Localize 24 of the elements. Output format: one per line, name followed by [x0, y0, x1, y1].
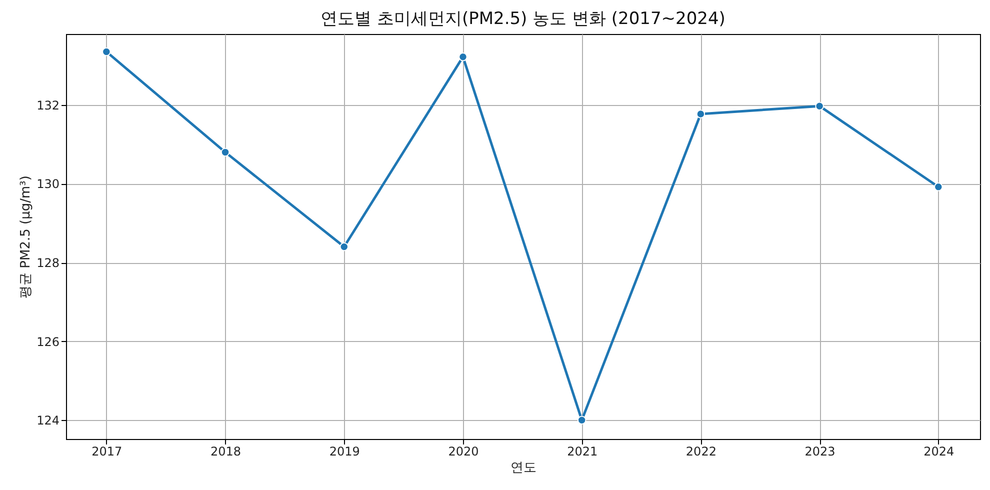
point: [340, 242, 348, 252]
x-tick-label: 2023: [804, 444, 836, 458]
point: [815, 102, 824, 110]
point: [696, 110, 706, 118]
x-axis-title: 연도: [510, 460, 536, 476]
point: [220, 148, 230, 157]
y-tick-label: 132: [36, 98, 60, 112]
y-tick-label: 128: [36, 256, 60, 270]
point: [577, 416, 586, 424]
x-tick-label: 2017: [92, 444, 122, 458]
y-tick-label: 130: [36, 177, 60, 192]
y-tick-label: 124: [36, 414, 60, 428]
point: [458, 52, 468, 62]
point: [102, 47, 111, 56]
x-tick-label: 2024: [924, 444, 954, 458]
x-tick-label: 2020: [448, 444, 479, 458]
x-tick-label: 2018: [210, 444, 242, 458]
y-tick-label: 126: [36, 334, 60, 349]
chart-title: 연도별 초미세먼지(PM2.5) 농도 변화 (2017~2024): [320, 9, 726, 29]
x-tick-label: 2022: [686, 444, 716, 458]
x-tick-label: 2021: [567, 444, 598, 458]
x-tick-label: 2019: [329, 444, 360, 458]
y-axis-title: 평균 PM2.5 (µg/m³): [18, 176, 34, 298]
point: [934, 182, 943, 192]
